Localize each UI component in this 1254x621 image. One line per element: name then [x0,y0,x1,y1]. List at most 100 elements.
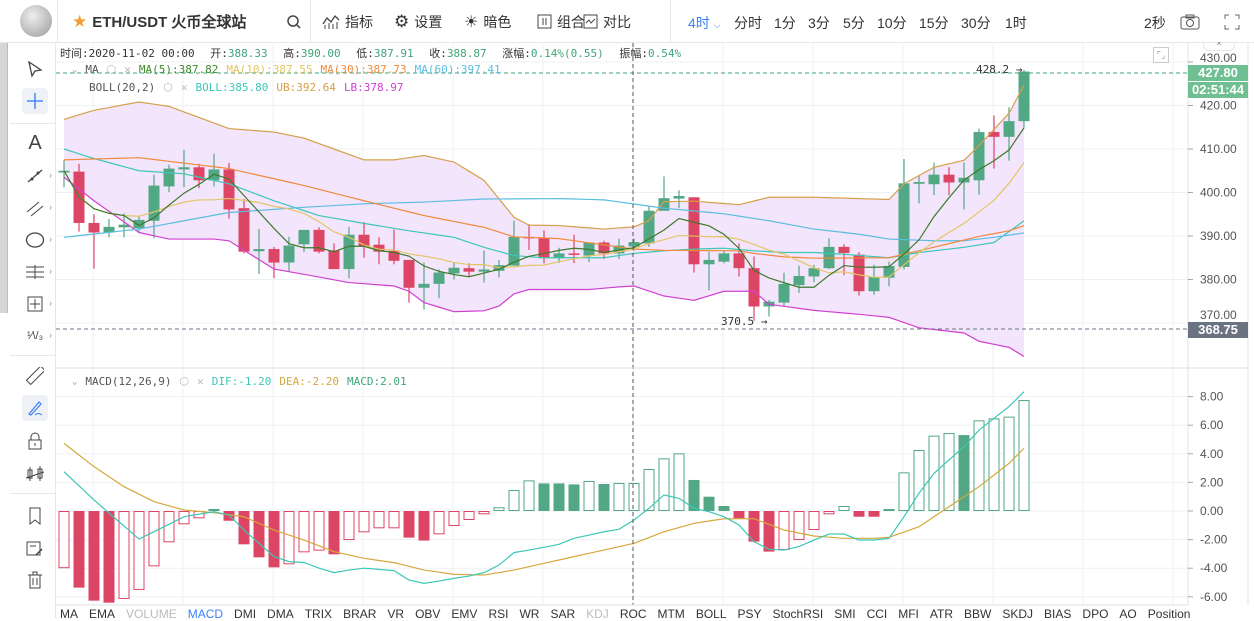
edit-drawings-tool[interactable] [22,535,48,561]
macd-histogram-bar [133,511,145,590]
period-30m[interactable]: 30分 [961,15,991,31]
indicator-tab-cci[interactable]: CCI [866,607,888,621]
period-timeline[interactable]: 分时 [734,15,762,31]
indicator-tab-dpo[interactable]: DPO [1082,607,1109,621]
close-icon[interactable]: ✕ [197,375,204,388]
search-button[interactable] [286,0,302,43]
candle-body [853,254,865,292]
fullscreen-button[interactable] [1224,0,1240,43]
fibonacci-tool[interactable] [22,259,48,285]
indicator-tab-vr[interactable]: VR [387,607,405,621]
sun-icon: ☀ [464,13,479,31]
candle [868,264,880,295]
indicator-tab-bbw[interactable]: BBW [964,607,992,621]
candle [403,259,415,303]
screenshot-button[interactable] [1180,0,1200,43]
compare-button[interactable]: 对比 [583,0,631,43]
chevron-right-icon[interactable]: › [49,170,52,180]
cursor-tool[interactable] [22,56,48,82]
candle-body [808,268,820,277]
amplitude-label: 振幅: [619,47,648,60]
candle-body [373,244,385,252]
indicator-tab-brar[interactable]: BRAR [343,607,377,621]
gear-icon[interactable]: ⬡ [106,63,117,76]
indicator-tab-kdj[interactable]: KDJ [586,607,609,621]
measure-tool[interactable] [22,291,48,317]
indicators-button[interactable]: 指标 [322,0,373,43]
period-1m[interactable]: 1分 [774,15,796,31]
indicator-tab-rsi[interactable]: RSI [488,607,509,621]
close-icon[interactable]: ✕ [180,81,188,94]
chevron-right-icon[interactable]: › [49,234,52,244]
indicator-tab-dmi[interactable]: DMI [234,607,257,621]
indicator-tab-boll[interactable]: BOLL [695,607,727,621]
indicator-tab-bias[interactable]: BIAS [1044,607,1072,621]
indicator-tab-wr[interactable]: WR [519,607,540,621]
chevron-right-icon[interactable]: › [49,298,52,308]
indicator-tab-atr[interactable]: ATR [929,607,954,621]
collapse-chevron-icon[interactable]: ⌄ [72,64,78,75]
period-1h[interactable]: 1时 [1005,15,1027,31]
time-value: 2020-11-02 00:00 [88,47,195,60]
period-10m[interactable]: 10分 [877,15,907,31]
chevron-right-icon[interactable]: › [49,330,52,340]
indicator-tab-ao[interactable]: AO [1119,607,1137,621]
expand-pane-button[interactable]: ⌜⌟ [1153,47,1169,63]
macd-histogram-bar [478,511,490,515]
hide-drawings-tool[interactable] [22,461,48,487]
indicator-tab-stochrsi[interactable]: StochRSI [772,607,824,621]
pen-tool[interactable] [22,395,48,421]
dark-mode-button[interactable]: ☀ 暗色 [464,0,511,43]
layout-button[interactable]: 组合 [537,0,585,43]
period-15m[interactable]: 15分 [919,15,949,31]
macd-histogram-bar [103,511,115,603]
indicator-tab-psy[interactable]: PSY [737,607,762,621]
indicator-tab-ma[interactable]: MA [60,607,78,621]
indicator-tab-volume[interactable]: VOLUME [126,607,177,621]
gear-icon[interactable]: ⬡ [163,81,173,94]
indicator-tab-dma[interactable]: DMA [267,607,294,621]
indicator-tab-position[interactable]: Position [1147,607,1191,621]
gear-icon: ⚙ [394,11,410,31]
bookmark-tool[interactable] [22,503,48,529]
refresh-interval[interactable]: 2秒 [1144,15,1166,31]
indicator-tab-roc[interactable]: ROC [619,607,647,621]
indicator-tab-mtm[interactable]: MTM [657,607,685,621]
indicator-tab-smi[interactable]: SMI [834,607,856,621]
ruler-tool[interactable] [22,363,48,389]
crosshair-tool[interactable] [22,88,48,114]
symbol-selector[interactable]: ★ ETH/USDT 火币全球站 [72,0,246,43]
indicator-tab-macd[interactable]: MACD [187,607,224,621]
text-tool[interactable]: A [22,130,48,156]
indicator-tab-obv[interactable]: OBV [415,607,441,621]
indicator-tab-mfi[interactable]: MFI [898,607,919,621]
indicator-tab-ema[interactable]: EMA [89,607,116,621]
chevron-right-icon[interactable]: › [49,202,52,212]
period-4h-dropdown[interactable]: 4时 ⌵ [688,13,721,33]
candle-body [328,250,340,270]
collapse-button[interactable]: ^ [1203,42,1235,51]
sidebar-resize-handle[interactable] [0,43,8,313]
settings-button[interactable]: ⚙ 设置 [394,0,442,43]
gear-icon[interactable]: ⬡ [179,375,190,388]
star-icon[interactable]: ★ [72,11,88,31]
macd-histogram-bar [73,511,85,588]
indicator-tab-skdj[interactable]: SKDJ [1002,607,1034,621]
channel-tool[interactable] [22,195,48,221]
indicator-tab-trix[interactable]: TRIX [304,607,333,621]
line-tool[interactable] [22,163,48,189]
shape-tool[interactable] [22,227,48,253]
lock-tool[interactable] [22,428,48,454]
collapse-chevron-icon[interactable]: ⌄ [72,376,78,387]
wave-tool[interactable]: ¹⁄\/₃ [22,323,48,349]
close-icon[interactable]: ✕ [124,63,131,76]
candle [853,252,865,296]
period-3m[interactable]: 3分 [808,15,830,31]
dif-value: DIF:-1.20 [211,375,272,388]
indicator-tab-emv[interactable]: EMV [451,607,478,621]
chevron-right-icon[interactable]: › [49,266,52,276]
indicator-tab-sar[interactable]: SAR [550,607,576,621]
delete-drawings-tool[interactable] [22,567,48,593]
period-5m[interactable]: 5分 [843,15,865,31]
